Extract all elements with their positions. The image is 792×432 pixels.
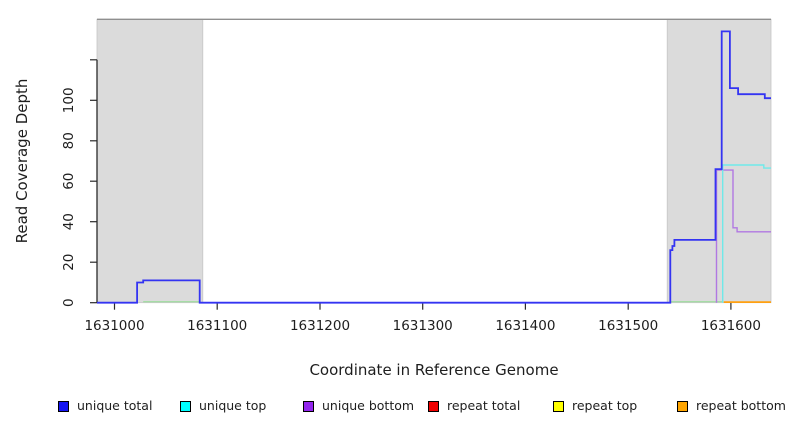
- y-tick-label: 20: [61, 254, 77, 271]
- x-tick-label: 1631100: [187, 318, 247, 334]
- legend-swatch-repeat-top: [553, 400, 564, 412]
- legend-item-unique-top: unique top: [180, 399, 266, 413]
- y-tick-label: 0: [61, 298, 77, 307]
- legend-item-repeat-top: repeat top: [553, 399, 637, 413]
- y-axis-title: Read Coverage Depth: [13, 78, 31, 244]
- y-tick-label: 60: [61, 173, 77, 190]
- y-tick-label: 40: [61, 213, 77, 230]
- shaded-region: [96, 18, 204, 304]
- legend-label: repeat top: [572, 398, 638, 413]
- legend-swatch-unique-bottom: [303, 400, 314, 412]
- x-tick-label: 1631300: [393, 318, 453, 334]
- legend-swatch-unique-top: [180, 400, 191, 412]
- legend-swatch-unique-total: [58, 400, 69, 412]
- series-unique-bottom-line: [715, 169, 771, 303]
- y-tick-label: 100: [61, 87, 77, 113]
- series-unique-top-line: [722, 164, 771, 303]
- legend-item-repeat-total: repeat total: [428, 399, 520, 413]
- x-tick-label: 1631600: [701, 318, 761, 334]
- y-tick-label: 80: [61, 132, 77, 149]
- legend-label: repeat total: [447, 398, 521, 413]
- x-axis-title: Coordinate in Reference Genome: [309, 361, 559, 379]
- legend-label: unique top: [199, 398, 267, 413]
- legend-label: unique total: [77, 398, 153, 413]
- shaded-region: [666, 18, 772, 304]
- legend-swatch-repeat-bottom: [677, 400, 688, 412]
- legend-item-unique-bottom: unique bottom: [303, 399, 414, 413]
- x-tick-label: 1631200: [290, 318, 350, 334]
- series-unique-total-line: [97, 30, 771, 304]
- plot-canvas: 1631000 1631100 1631200 1631300 1631400 16315…: [61, 18, 772, 334]
- x-tick-label: 1631500: [598, 318, 658, 334]
- x-tick-label: 1631000: [84, 318, 144, 334]
- x-tick-label: 1631400: [495, 318, 555, 334]
- legend-item-repeat-bottom: repeat bottom: [677, 399, 786, 413]
- legend-label: repeat bottom: [696, 398, 786, 413]
- legend-swatch-repeat-total: [428, 400, 439, 412]
- legend-label: unique bottom: [322, 398, 415, 413]
- legend-item-unique-total: unique total: [58, 399, 152, 413]
